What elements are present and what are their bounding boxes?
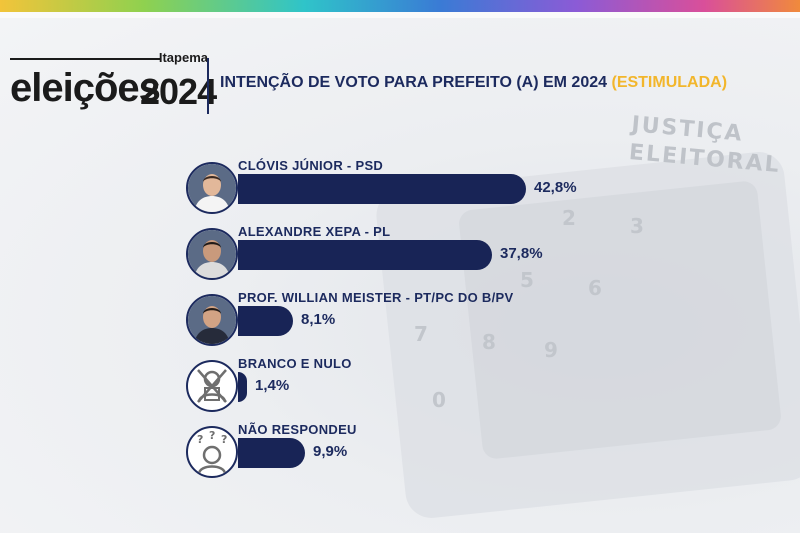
bar-row: PROF. WILLIAN MEISTER - PT/PC DO B/PV 8,1…: [0, 290, 800, 352]
ballot-box-key: 5: [520, 268, 534, 292]
ballot-box-key: 3: [630, 214, 644, 238]
data-label: 37,8%: [500, 245, 543, 262]
chart-title: INTENÇÃO DE VOTO PARA PREFEITO (A) EM 20…: [220, 74, 727, 92]
bar-row: ALEXANDRE XEPA - PL 37,8%: [0, 224, 800, 286]
category-label: ALEXANDRE XEPA - PL: [238, 224, 391, 239]
header-divider: [207, 58, 209, 114]
chart-title-main: INTENÇÃO DE VOTO PARA PREFEITO (A) EM 20…: [220, 74, 608, 91]
logo-year: 2024: [140, 71, 217, 112]
logo-word: eleições: [10, 66, 161, 110]
category-label: PROF. WILLIAN MEISTER - PT/PC DO B/PV: [238, 290, 514, 305]
eleicoes-2024-logo: Itapema eleições 2024: [10, 50, 217, 114]
bar-row: CLÓVIS JÚNIOR - PSD 42,8%: [0, 158, 800, 220]
candidate-avatar: [186, 294, 238, 346]
logo-city: Itapema: [158, 50, 208, 65]
data-label: 42,8%: [534, 179, 577, 196]
data-label: 9,9%: [313, 443, 348, 460]
top-strip-shade: [0, 12, 800, 18]
bar-row: ??? NÃO RESPONDEU 9,9%: [0, 422, 800, 484]
bar-row: BRANCO E NULO 1,4%: [0, 356, 800, 418]
logo-line: [10, 58, 160, 60]
candidate-avatar: [186, 162, 238, 214]
category-label: NÃO RESPONDEU: [238, 422, 357, 437]
ballot-box-key: 9: [544, 338, 558, 362]
ballot-box-key: 6: [588, 276, 602, 300]
category-label: BRANCO E NULO: [238, 356, 352, 371]
chart-title-accent: (ESTIMULADA): [611, 74, 728, 91]
bar: [238, 306, 293, 336]
category-label: CLÓVIS JÚNIOR - PSD: [238, 158, 384, 173]
ballot-box-key: 7: [414, 322, 428, 346]
svg-text:?: ?: [209, 429, 215, 442]
question-marks-person-icon: ???: [186, 426, 238, 478]
svg-text:?: ?: [221, 433, 227, 446]
bar: [238, 438, 305, 468]
candidate-avatar: [186, 228, 238, 280]
data-label: 1,4%: [255, 377, 290, 394]
crossed-out-voter-icon: [186, 360, 238, 412]
svg-text:?: ?: [197, 433, 203, 446]
bar: [238, 240, 492, 270]
ballot-box-key: 2: [562, 206, 576, 230]
data-label: 8,1%: [301, 311, 336, 328]
ballot-box-key: 8: [482, 330, 496, 354]
rainbow-top-strip: [0, 0, 800, 12]
ballot-box-key: 0: [432, 388, 446, 412]
bar: [238, 372, 247, 402]
bar: [238, 174, 526, 204]
